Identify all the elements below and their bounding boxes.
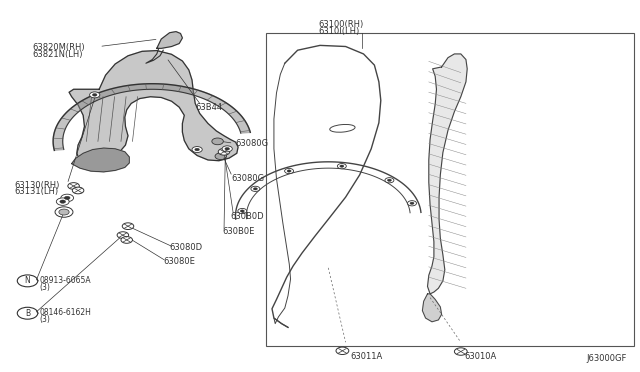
- Text: 630B0D: 630B0D: [230, 212, 264, 221]
- Text: 63080D: 63080D: [170, 243, 203, 252]
- Circle shape: [287, 170, 291, 172]
- Circle shape: [212, 138, 223, 145]
- Circle shape: [340, 165, 344, 167]
- Circle shape: [387, 179, 392, 182]
- Text: 63130(RH): 63130(RH): [14, 181, 60, 190]
- Text: 63080E: 63080E: [163, 257, 195, 266]
- Circle shape: [238, 208, 247, 214]
- Text: 63820M(RH): 63820M(RH): [32, 43, 84, 52]
- Polygon shape: [422, 294, 442, 322]
- Polygon shape: [72, 148, 129, 172]
- Text: (3): (3): [40, 315, 51, 324]
- Circle shape: [218, 148, 230, 155]
- Text: N: N: [25, 276, 30, 285]
- Circle shape: [55, 207, 73, 217]
- Text: 6310I(LH): 6310I(LH): [319, 27, 360, 36]
- Circle shape: [117, 232, 129, 238]
- Circle shape: [251, 186, 260, 192]
- Text: 08913-6065A: 08913-6065A: [40, 276, 92, 285]
- Text: 63011A: 63011A: [351, 352, 383, 360]
- Circle shape: [253, 188, 257, 190]
- Circle shape: [65, 196, 70, 199]
- Text: 630B0E: 630B0E: [223, 227, 255, 236]
- Polygon shape: [428, 54, 467, 294]
- Circle shape: [385, 178, 394, 183]
- Circle shape: [410, 202, 414, 205]
- Text: 08146-6162H: 08146-6162H: [40, 308, 92, 317]
- Circle shape: [408, 201, 417, 206]
- Circle shape: [122, 223, 134, 230]
- Text: 63080G: 63080G: [232, 174, 265, 183]
- Text: 63131(LH): 63131(LH): [14, 187, 58, 196]
- Circle shape: [215, 153, 227, 160]
- Circle shape: [90, 92, 100, 98]
- Text: J63000GF: J63000GF: [587, 354, 627, 363]
- Polygon shape: [53, 84, 250, 150]
- Circle shape: [195, 148, 200, 151]
- Text: 63080G: 63080G: [235, 139, 268, 148]
- Circle shape: [225, 147, 230, 150]
- Circle shape: [192, 147, 202, 153]
- Text: 63100(RH): 63100(RH): [319, 20, 364, 29]
- Circle shape: [56, 198, 69, 205]
- Circle shape: [61, 194, 74, 202]
- Text: 63010A: 63010A: [465, 352, 497, 360]
- Text: (3): (3): [40, 283, 51, 292]
- Circle shape: [222, 146, 232, 152]
- Polygon shape: [69, 51, 238, 164]
- Circle shape: [60, 200, 65, 203]
- Circle shape: [68, 183, 79, 189]
- Circle shape: [59, 209, 69, 215]
- Circle shape: [121, 237, 132, 243]
- Circle shape: [337, 164, 346, 169]
- Circle shape: [72, 187, 84, 194]
- Text: 63B44: 63B44: [195, 103, 222, 112]
- Text: 63821N(LH): 63821N(LH): [32, 50, 83, 59]
- Text: B: B: [25, 309, 30, 318]
- Circle shape: [454, 348, 467, 355]
- Circle shape: [285, 169, 294, 174]
- Circle shape: [336, 347, 349, 355]
- Polygon shape: [157, 32, 182, 48]
- Circle shape: [240, 210, 244, 212]
- Circle shape: [92, 93, 97, 96]
